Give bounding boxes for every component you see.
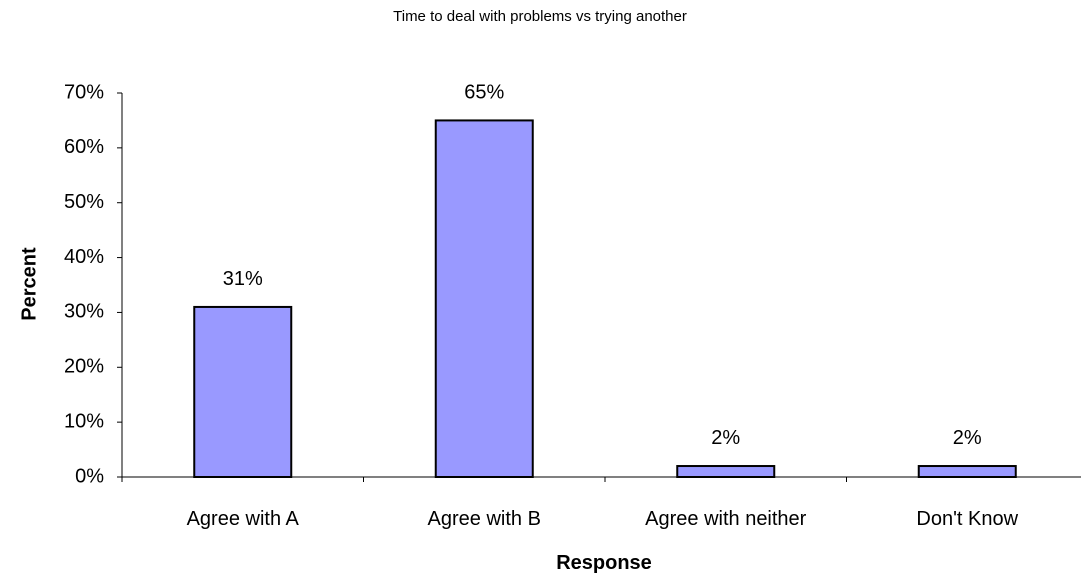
y-tick-label: 20% — [64, 356, 104, 378]
plot-area: 0% 10% 20% 30% 40% 50% 60% 70% 31% Agree with A 65… — [64, 81, 1081, 530]
x-tick-label: Agree with B — [428, 508, 541, 530]
y-tick-label: 30% — [64, 301, 104, 323]
y-tick-label: 40% — [64, 246, 104, 268]
y-tick-label: 70% — [64, 81, 104, 103]
x-axis-title: Response — [556, 552, 652, 574]
x-tick-label: Don't Know — [916, 508, 1018, 530]
data-label: 65% — [464, 81, 504, 103]
bar — [917, 465, 1017, 478]
y-tick-label: 50% — [64, 191, 104, 213]
data-label: 2% — [711, 427, 740, 449]
y-tick-label: 0% — [75, 465, 104, 487]
bar — [193, 305, 293, 479]
bar — [676, 465, 776, 478]
y-axis-title: Percent — [18, 247, 40, 321]
bar — [434, 119, 534, 479]
data-label: 2% — [953, 427, 982, 449]
data-label: 31% — [223, 268, 263, 290]
y-tick-label: 60% — [64, 136, 104, 158]
y-tick-label: 10% — [64, 410, 104, 432]
chart-title: Time to deal with problems vs trying ano… — [393, 8, 687, 25]
x-tick-label: Agree with neither — [645, 508, 807, 530]
x-tick-label: Agree with A — [187, 508, 300, 530]
